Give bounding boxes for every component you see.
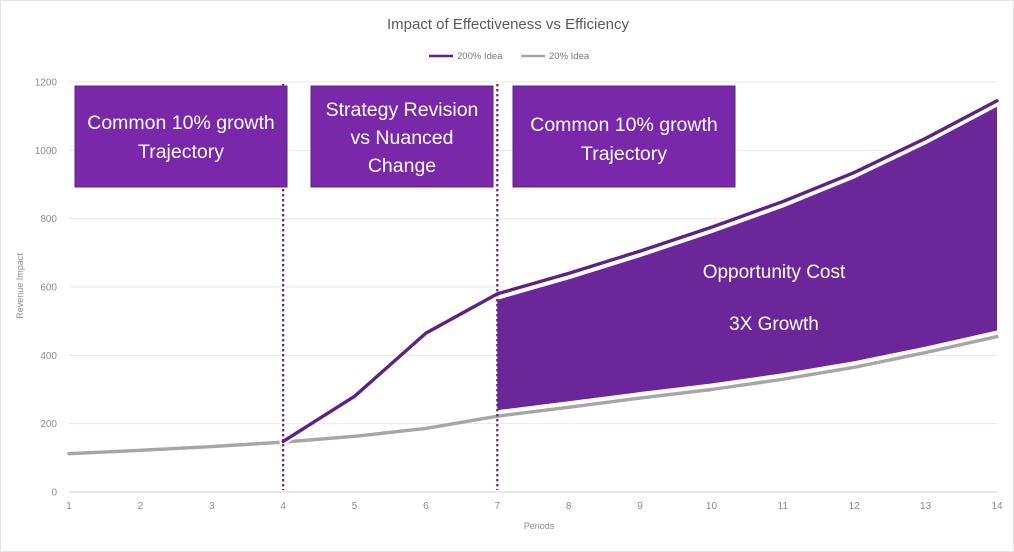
x-tick-label-3: 3 [209, 501, 215, 512]
x-tick-label-10: 10 [706, 501, 718, 512]
series-line-20-idea [67, 334, 999, 456]
x-tick-label-7: 7 [495, 501, 501, 512]
opportunity-cost-area [497, 106, 997, 411]
x-tick-label-12: 12 [849, 501, 861, 512]
y-tick-label-400: 400 [40, 351, 57, 362]
series-line-200-idea [281, 99, 999, 444]
x-axis-title: Periods [524, 521, 555, 531]
x-tick-label-9: 9 [637, 501, 643, 512]
x-axis-ticks: 1 2 3 4 5 6 7 8 9 10 11 12 13 14 [66, 501, 1003, 512]
y-tick-label-600: 600 [40, 283, 57, 294]
opportunity-cost-label: Opportunity Cost [703, 262, 846, 283]
x-tick-label-8: 8 [566, 501, 572, 512]
y-tick-label-0: 0 [51, 488, 57, 499]
callout-3-line-2: Trajectory [581, 143, 667, 165]
legend-label-20-idea: 20% Idea [549, 51, 590, 62]
callout-box-2: Strategy Revision vs Nuanced Change [310, 85, 494, 188]
x-tick-label-11: 11 [778, 501, 789, 512]
x-tick-label-5: 5 [352, 501, 358, 512]
y-tick-label-800: 800 [40, 214, 57, 225]
callout-1-line-2: Trajectory [138, 141, 224, 163]
y-tick-label-1200: 1200 [35, 78, 58, 89]
x-tick-label-1: 1 [66, 501, 72, 512]
x-tick-label-13: 13 [920, 501, 932, 512]
callout-3-rect [512, 85, 736, 188]
callout-box-1: Common 10% growth Trajectory [74, 85, 288, 188]
callout-2-line-3: Change [368, 155, 436, 177]
x-tick-label-14: 14 [991, 501, 1003, 512]
chart-title: Impact of Effectiveness vs Efficiency [387, 16, 630, 33]
callout-box-3: Common 10% growth Trajectory [512, 85, 736, 188]
callout-2-rect [310, 85, 494, 188]
callout-1-line-1: Common 10% growth [87, 112, 275, 134]
chart-legend: 200% Idea 20% Idea [429, 51, 590, 62]
legend-label-200-idea: 200% Idea [457, 51, 503, 62]
y-axis-ticks: 0 200 400 600 800 1000 1200 [35, 78, 58, 499]
callout-1-rect [74, 85, 288, 188]
callout-2-line-1: Strategy Revision [326, 99, 479, 121]
y-axis-title: Revenue Impact [15, 253, 25, 319]
x-tick-label-2: 2 [138, 501, 144, 512]
y-tick-label-1000: 1000 [35, 146, 58, 157]
x-tick-label-4: 4 [280, 501, 286, 512]
growth-multiple-label: 3X Growth [729, 314, 819, 335]
callout-2-line-2: vs Nuanced [351, 127, 454, 149]
y-tick-label-200: 200 [40, 419, 57, 430]
callout-3-line-1: Common 10% growth [530, 114, 718, 136]
x-tick-label-6: 6 [423, 501, 429, 512]
